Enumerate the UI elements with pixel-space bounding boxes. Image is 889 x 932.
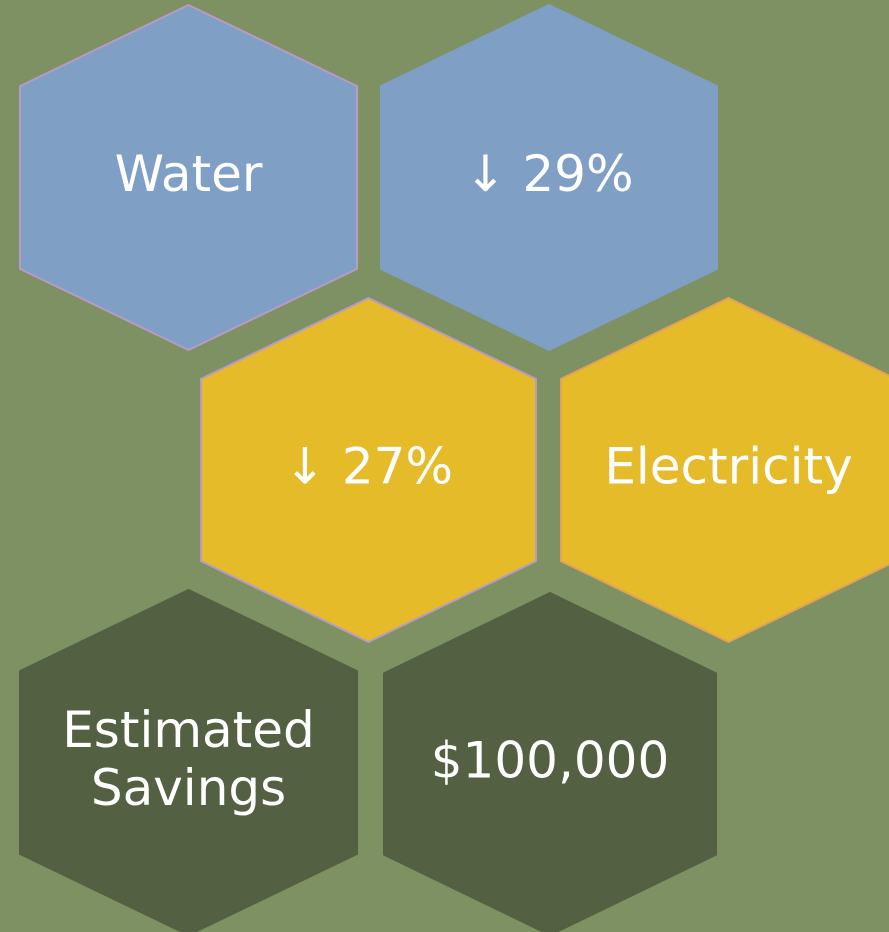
hexagon <box>19 3 358 352</box>
hexagon-label: ↓ 27% <box>284 438 453 496</box>
hexagon <box>560 296 889 644</box>
hexagon-label: Savings <box>91 759 286 817</box>
hexagon-label: Electricity <box>604 438 852 496</box>
hexagon-label: ↓ 29% <box>465 145 634 203</box>
hexagon-label: $100,000 <box>431 732 670 790</box>
hexagon-label: Water <box>115 145 263 203</box>
hexagon <box>383 591 717 932</box>
hexagon-label: Estimated <box>62 701 315 759</box>
hexagon <box>380 3 718 352</box>
hexagon <box>200 296 537 644</box>
hexagon <box>19 588 358 932</box>
